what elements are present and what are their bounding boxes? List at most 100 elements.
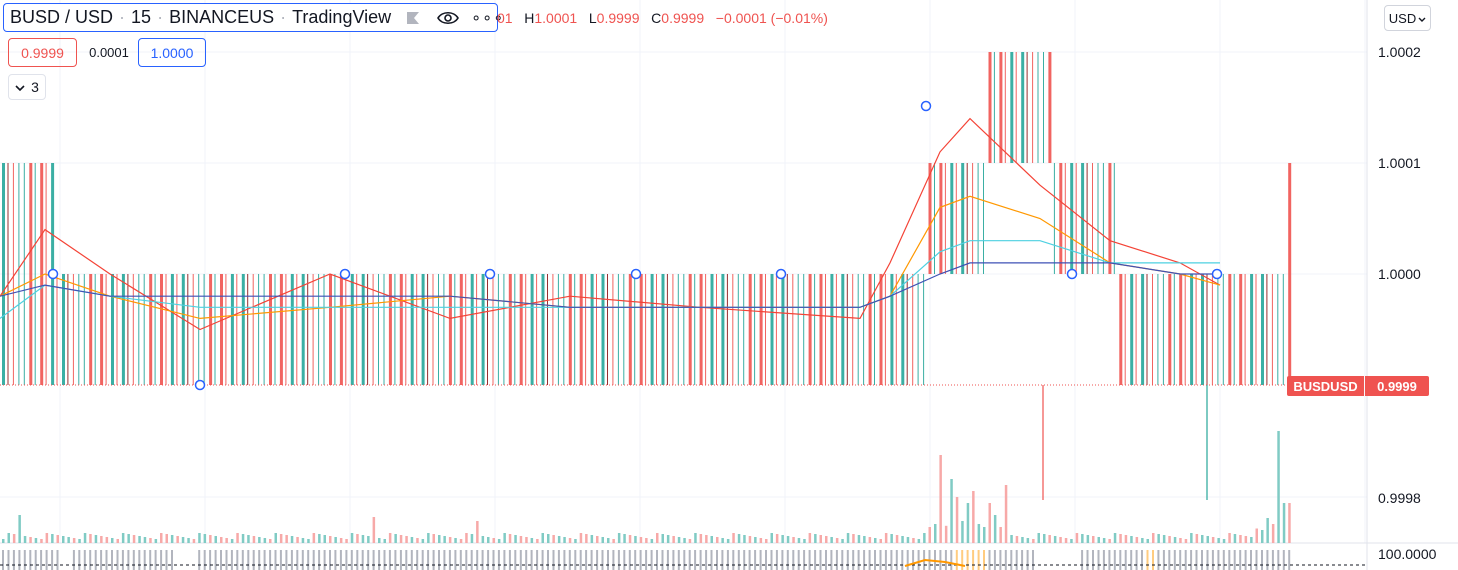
indicator-bar <box>677 550 680 570</box>
price-bar <box>944 163 946 274</box>
price-bar <box>378 274 379 385</box>
indicator-bar <box>329 550 331 570</box>
price-bar <box>863 274 865 385</box>
volume-bar <box>487 537 490 543</box>
indicator-bar <box>269 550 272 570</box>
price-bar <box>650 274 654 385</box>
price-bar <box>105 274 107 385</box>
indicator-bar <box>694 550 697 570</box>
sell-button[interactable]: 0.9999 <box>8 38 77 67</box>
indicator-bar <box>765 550 767 570</box>
price-bar <box>961 163 965 274</box>
price-bar <box>438 274 439 385</box>
price-axis-label: 0.9998 <box>1378 490 1421 506</box>
low-value: 0.9999 <box>596 10 640 26</box>
indicator-bar <box>318 550 321 570</box>
price-bar <box>596 274 597 385</box>
price-bar <box>307 274 309 385</box>
chart-marker <box>920 100 932 112</box>
price-bar <box>814 274 816 385</box>
price-bar <box>181 274 185 385</box>
volume-bar <box>1108 539 1111 543</box>
interval[interactable]: 15 <box>131 7 152 27</box>
indicator-bar <box>1255 550 1258 570</box>
price-bar <box>383 274 385 385</box>
chevron-down-icon <box>15 79 25 95</box>
indicator-bar <box>748 550 751 570</box>
currency-select[interactable]: USD <box>1384 5 1431 31</box>
volume-bar <box>1261 530 1264 543</box>
volume-bar <box>944 525 948 543</box>
volume-bar <box>236 533 239 543</box>
indicator-bar <box>83 550 86 570</box>
price-bar <box>1277 274 1279 385</box>
indicator-bar <box>983 550 985 570</box>
price-bar <box>666 274 668 385</box>
indicator-bar <box>203 550 206 570</box>
indicator-bar <box>312 550 315 570</box>
volume-bar <box>541 533 544 543</box>
indicator-bar <box>78 550 81 570</box>
price-bar <box>290 274 294 385</box>
indicator-bar <box>944 550 947 570</box>
volume-bar <box>1010 535 1013 543</box>
volume-bar <box>143 537 147 543</box>
indicator-bar <box>732 550 735 570</box>
indicator-bar <box>307 550 310 570</box>
price-bar <box>1032 52 1034 163</box>
volume-bar <box>563 537 566 543</box>
indicator-bar <box>721 550 724 570</box>
volume-bar <box>710 536 713 543</box>
indicator-line <box>904 558 966 567</box>
indicator-bar <box>803 550 806 570</box>
price-bar <box>1157 274 1159 385</box>
price-bar <box>497 274 499 385</box>
volume-bar <box>612 539 615 543</box>
volume-bar <box>1179 538 1182 543</box>
volume-bar <box>105 537 109 543</box>
volume-bar <box>1053 536 1057 543</box>
volume-bar <box>672 536 675 543</box>
volume-bar <box>568 538 572 543</box>
indicator-bar <box>296 550 299 570</box>
volume-bar <box>263 538 267 543</box>
buy-button[interactable]: 1.0000 <box>138 38 206 67</box>
price-bar <box>170 274 174 385</box>
more-icon[interactable]: ∘∘∘ <box>471 9 505 27</box>
volume-bar <box>443 536 446 543</box>
indicator-bar <box>1233 550 1236 570</box>
indicator-bar <box>230 550 233 570</box>
indicator-bar <box>1021 550 1024 570</box>
indicator-bar <box>547 550 549 570</box>
volume-bar <box>1081 534 1084 543</box>
price-bar <box>448 274 452 385</box>
price-bar <box>1250 274 1254 385</box>
volume-bar <box>923 533 926 543</box>
chart-marker <box>1066 268 1078 280</box>
symbol-name[interactable]: BUSD / USD <box>10 7 114 27</box>
indicator-bar <box>1032 550 1034 570</box>
price-bar <box>819 274 823 385</box>
price-bar <box>78 274 80 385</box>
high-value: 1.0001 <box>534 10 578 26</box>
volume-bar <box>454 538 457 543</box>
price-bar <box>111 274 114 385</box>
indicator-bar <box>607 550 609 570</box>
price-bar <box>923 274 925 385</box>
price-bar <box>754 274 756 385</box>
eye-icon[interactable] <box>437 10 460 26</box>
price-bar <box>121 274 125 385</box>
price-bar <box>1222 274 1224 385</box>
volume-bar <box>574 539 577 543</box>
indicator-bar <box>361 550 364 570</box>
flag-icon[interactable] <box>405 10 421 26</box>
indicator-bar <box>726 550 729 570</box>
price-bar <box>879 274 883 385</box>
indicators-toggle-button[interactable]: 3 <box>8 74 46 100</box>
symbol-legend[interactable]: BUSD / USD · 15 · BINANCEUS · TradingVie… <box>3 3 503 32</box>
volume-bar <box>732 533 735 543</box>
volume-bar <box>1064 538 1068 543</box>
price-bar <box>285 274 287 385</box>
indicator-bar <box>323 550 326 570</box>
